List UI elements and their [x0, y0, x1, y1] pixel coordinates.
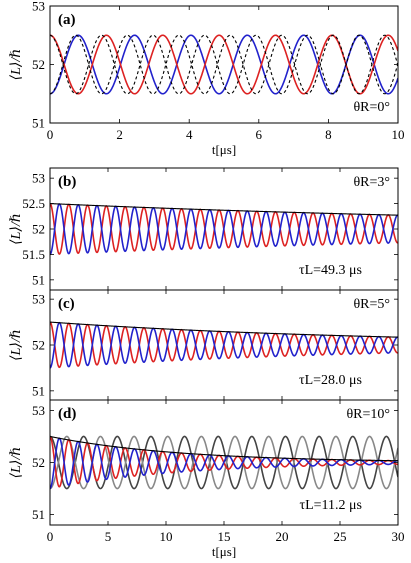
x-tick-label: 10: [392, 127, 405, 142]
y-axis-label: ⟨L⟩/ℏ: [9, 447, 24, 479]
x-tick-label: 4: [186, 127, 193, 142]
tau-annotation: τL=49.3 μs: [299, 263, 362, 278]
x-tick-label: 20: [276, 529, 289, 544]
x-tick-label: 10: [160, 529, 173, 544]
y-tick-label: 53: [32, 292, 45, 307]
angle-annotation: θR=5°: [353, 297, 390, 312]
series-line-2: [50, 321, 398, 369]
y-tick-label: 53: [32, 171, 45, 186]
panel-2: 51 51.5 52 52.5 53 ⟨L⟩/ℏ (b) θR=3° τL=49.3 μs: [9, 167, 399, 291]
panel-4: 0 5 10 15 20 25 30 51 52 53 ⟨L⟩/ℏ t[μs] (d) θR=10° τL=…: [9, 399, 405, 559]
y-tick-label: 52: [32, 222, 45, 237]
tau-annotation: τL=11.2 μs: [299, 498, 362, 513]
y-axis-label: ⟨L⟩/ℏ: [9, 213, 24, 245]
x-tick-label: 0: [47, 127, 54, 142]
y-axis-label: ⟨L⟩/ℏ: [9, 49, 24, 81]
y-tick-label: 52: [32, 455, 45, 470]
series-line-1: [50, 34, 398, 95]
series-line-1: [50, 435, 398, 490]
series-line-3: [50, 203, 398, 216]
y-axis-label: ⟨L⟩/ℏ: [9, 329, 24, 361]
angle-annotation: θR=3°: [353, 175, 390, 190]
series-line-5: [50, 435, 398, 462]
series-line-2: [50, 34, 398, 95]
panel-3: 51 52 53 ⟨L⟩/ℏ (c) θR=5° τL=28.0 μs: [9, 289, 399, 401]
x-tick-label: 15: [218, 529, 231, 544]
y-tick-label: 52: [32, 338, 45, 353]
series-line-4: [50, 34, 398, 95]
panel-label: (a): [58, 12, 76, 28]
y-tick-label: 51: [32, 116, 45, 131]
x-tick-label: 25: [334, 529, 347, 544]
x-tick-label: 8: [325, 127, 332, 142]
x-tick-label: 0: [47, 529, 54, 544]
angle-annotation: θR=0°: [353, 100, 390, 115]
x-axis-label: t[μs]: [212, 142, 236, 157]
series-line-2: [50, 203, 398, 256]
y-tick-label: 53: [32, 0, 45, 14]
x-tick-label: 2: [116, 127, 123, 142]
x-axis-label: t[μs]: [212, 544, 236, 559]
panel-label: (d): [58, 406, 76, 422]
y-tick-label: 51: [32, 507, 45, 522]
panel-1: 0 2 4 6 8 10 51 52 53 ⟨L⟩/ℏ t[μs] (a) θR=0°: [9, 0, 405, 157]
x-tick-label: 5: [105, 529, 112, 544]
panel-label: (b): [58, 174, 76, 190]
y-tick-label: 51: [32, 383, 45, 398]
y-tick-label: 52: [32, 57, 45, 72]
angle-annotation: θR=10°: [346, 407, 390, 422]
y-tick-label: 51: [32, 272, 45, 287]
x-tick-label: 6: [256, 127, 263, 142]
panel-label: (c): [58, 296, 75, 312]
y-tick-label: 51.5: [22, 247, 45, 262]
series-line-3: [50, 321, 398, 338]
y-tick-label: 53: [32, 403, 45, 418]
x-tick-label: 30: [392, 529, 405, 544]
series-line-2: [50, 435, 398, 490]
tau-annotation: τL=28.0 μs: [299, 373, 362, 388]
y-tick-label: 52.5: [22, 196, 45, 211]
